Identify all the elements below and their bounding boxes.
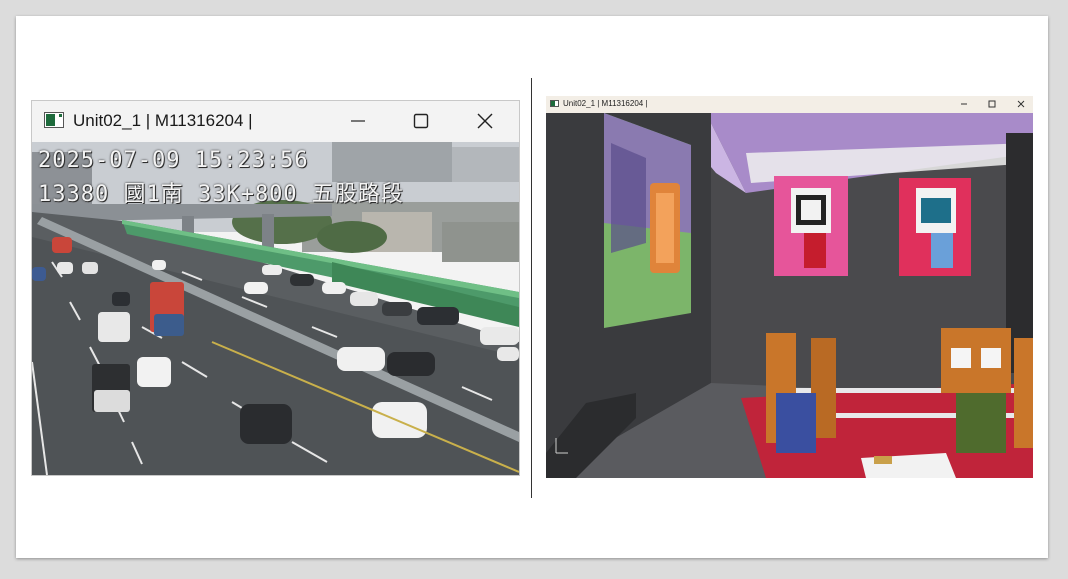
window-title: Unit02_1 | M11316204 | [563, 99, 648, 108]
close-icon [1017, 100, 1025, 108]
camera-location: 13380 國1南 33K+800 五股路段 [38, 182, 404, 207]
close-button[interactable] [1011, 97, 1031, 111]
slide-canvas: Unit02_1 | M11316204 | [16, 16, 1048, 558]
close-button[interactable] [462, 106, 508, 136]
app-window-icon [550, 100, 559, 107]
maximize-icon [988, 100, 996, 108]
minimize-icon [961, 103, 967, 105]
close-icon [477, 113, 493, 129]
voxel-room-window: Unit02_1 | M11316204 | [546, 96, 1033, 478]
window-title: Unit02_1 | M11316204 | [73, 111, 253, 130]
maximize-button[interactable] [982, 97, 1002, 111]
maximize-icon [413, 113, 429, 129]
camera-timestamp: 2025-07-09 15:23:56 [38, 148, 309, 173]
3d-viewport[interactable] [546, 113, 1033, 478]
minimize-icon [351, 120, 365, 122]
camera-feed: 2025-07-09 15:23:56 13380 國1南 33K+800 五股… [32, 142, 519, 475]
traffic-camera-window: Unit02_1 | M11316204 | [31, 100, 520, 476]
minimize-button[interactable] [335, 106, 381, 136]
maximize-button[interactable] [398, 106, 444, 136]
minimize-button[interactable] [954, 97, 974, 111]
title-bar[interactable]: Unit02_1 | M11316204 | [32, 101, 519, 142]
highway-scene [32, 142, 519, 475]
title-bar[interactable]: Unit02_1 | M11316204 | [546, 96, 1033, 113]
app-window-icon [44, 112, 64, 128]
room-scene [546, 113, 1033, 478]
divider-line [531, 78, 532, 498]
